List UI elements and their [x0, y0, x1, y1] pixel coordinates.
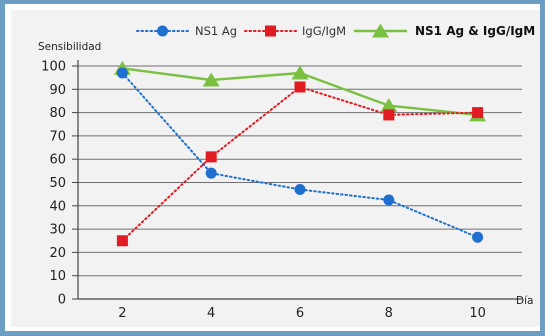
y-tick-label-20: 20 — [49, 246, 66, 261]
legend-label-0: NS1 Ag — [195, 24, 237, 38]
y-tick-label-70: 70 — [49, 129, 66, 144]
legend-marker-0 — [157, 25, 168, 37]
series-1-point-6 — [294, 81, 306, 93]
gridlines — [78, 65, 522, 277]
legend-label-1: IgG/IgM — [302, 24, 346, 38]
y-tick-label-0: 0 — [58, 293, 66, 308]
series-1-point-10 — [472, 107, 484, 119]
series-1-point-2 — [116, 235, 128, 247]
series-0-point-2 — [116, 67, 128, 79]
legend: NS1 Ag IgG/IgM NS1 Ag & IgG/IgM — [136, 23, 535, 38]
series-lines — [121, 67, 479, 242]
series-2-point-4 — [202, 72, 220, 87]
series-0-point-4 — [205, 167, 217, 179]
axes — [72, 60, 522, 300]
series-1-point-8 — [383, 109, 395, 121]
series-0-point-10 — [472, 231, 484, 243]
series-0-point-8 — [383, 194, 395, 206]
legend-label-2: NS1 Ag & IgG/IgM — [415, 24, 535, 38]
y-tick-label-60: 60 — [49, 153, 66, 168]
series-0-point-6 — [294, 183, 306, 195]
y-tick-label-100: 100 — [41, 60, 66, 75]
y-tick-label-90: 90 — [49, 83, 66, 98]
x-axis-title: Día — [516, 295, 533, 307]
x-tick-label-10: 10 — [469, 306, 486, 321]
x-tick-label-8: 8 — [385, 306, 393, 321]
x-tick-label-2: 2 — [118, 306, 126, 321]
x-tick-label-4: 4 — [207, 306, 215, 321]
series-line-0 — [121, 72, 479, 239]
y-tick-label-80: 80 — [49, 106, 66, 121]
tick-labels: 0 10 20 30 40 50 60 70 80 90 100 2 4 6 8 10 — [41, 60, 486, 322]
series-markers — [113, 60, 487, 247]
series-2-point-8 — [380, 98, 398, 113]
y-axis-title: Sensibilidad — [38, 41, 101, 53]
y-tick-label-30: 30 — [49, 223, 66, 238]
series-1-point-4 — [205, 151, 217, 163]
legend-marker-1 — [265, 25, 276, 37]
chart-area — [11, 10, 540, 327]
legend-marker-2 — [372, 23, 389, 38]
y-tick-label-50: 50 — [49, 176, 66, 191]
y-tick-label-40: 40 — [49, 199, 66, 214]
series-2-point-6 — [291, 65, 309, 80]
y-tick-label-10: 10 — [49, 269, 66, 284]
x-tick-label-6: 6 — [296, 306, 304, 321]
